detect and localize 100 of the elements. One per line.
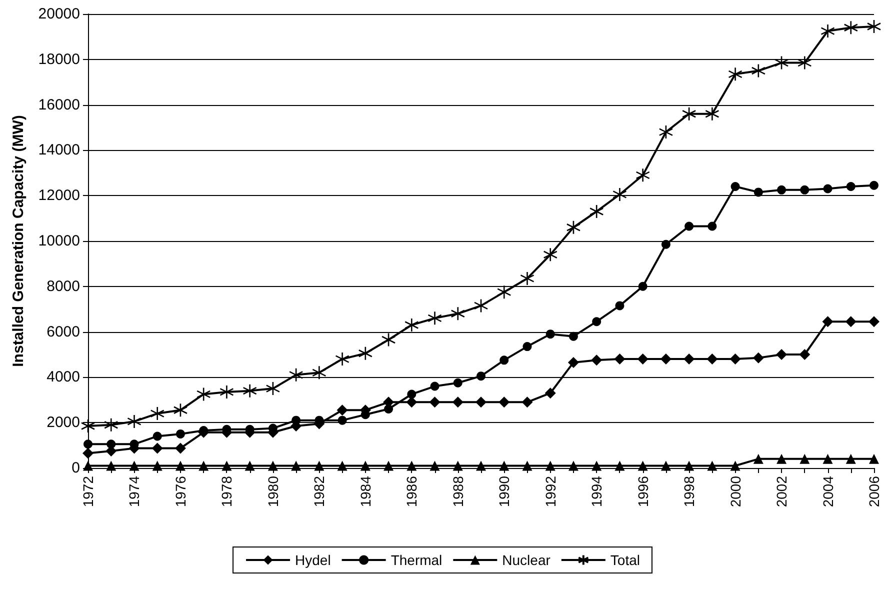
- point: [242, 384, 257, 398]
- legend-label: Total: [610, 552, 640, 568]
- point: [452, 460, 463, 471]
- point: [614, 354, 626, 365]
- point: [822, 316, 834, 328]
- point: [753, 454, 764, 464]
- point: [636, 168, 650, 182]
- point: [751, 64, 766, 78]
- y-tick-label: 2000: [46, 414, 80, 432]
- point: [196, 387, 211, 402]
- point: [820, 24, 835, 38]
- legend-label: Nuclear: [502, 552, 551, 568]
- point: [452, 396, 464, 408]
- point: [314, 460, 324, 471]
- point: [84, 440, 92, 449]
- point: [776, 349, 788, 360]
- point: [500, 356, 509, 365]
- point: [127, 414, 142, 429]
- point: [544, 388, 556, 399]
- point: [844, 20, 858, 35]
- point: [706, 354, 718, 365]
- legend-label: Thermal: [390, 552, 442, 568]
- x-tick-label: 1984: [357, 476, 374, 508]
- point: [173, 402, 188, 418]
- point: [336, 404, 348, 416]
- point: [150, 406, 165, 421]
- point: [612, 187, 627, 202]
- point: [429, 396, 440, 408]
- point: [638, 282, 648, 291]
- point: [244, 460, 255, 471]
- point: [615, 301, 624, 310]
- point: [266, 381, 280, 396]
- point: [799, 349, 810, 360]
- point: [406, 460, 417, 471]
- point: [845, 316, 856, 328]
- x-tick-label: 1982: [311, 476, 328, 508]
- point: [428, 311, 442, 326]
- point: [776, 454, 787, 464]
- point: [684, 222, 694, 231]
- point: [288, 368, 304, 382]
- point: [476, 396, 486, 408]
- point: [591, 354, 602, 366]
- point: [592, 317, 602, 326]
- legend-label: Hydel: [295, 552, 331, 568]
- point: [708, 222, 717, 231]
- point: [568, 356, 579, 368]
- point: [430, 460, 440, 471]
- point: [660, 354, 672, 365]
- point: [730, 354, 741, 365]
- point: [381, 332, 396, 347]
- x-tick-label: 1994: [588, 476, 605, 508]
- point: [522, 460, 532, 471]
- point: [338, 416, 347, 425]
- point: [291, 460, 302, 471]
- point: [152, 432, 162, 441]
- point: [637, 354, 648, 365]
- y-tick-label: 0: [72, 460, 80, 476]
- point: [496, 284, 512, 300]
- point: [404, 318, 419, 332]
- point: [568, 460, 578, 471]
- x-tick-label: 1990: [496, 476, 512, 508]
- point: [661, 240, 670, 249]
- point: [707, 460, 718, 471]
- point: [175, 460, 186, 471]
- point: [82, 448, 94, 459]
- point: [222, 460, 232, 471]
- point: [198, 460, 209, 471]
- point: [312, 366, 326, 380]
- point: [499, 460, 510, 471]
- point: [152, 442, 163, 454]
- point: [407, 390, 416, 399]
- point: [660, 460, 671, 471]
- point: [589, 204, 604, 219]
- point: [104, 418, 118, 432]
- x-tick-label: 1980: [264, 476, 281, 508]
- y-tick-label: 10000: [38, 232, 80, 250]
- point: [730, 182, 740, 192]
- point: [174, 442, 186, 454]
- point: [869, 454, 879, 464]
- y-tick-label: 16000: [38, 96, 80, 114]
- point: [360, 460, 370, 471]
- point: [430, 382, 440, 391]
- point: [728, 67, 742, 82]
- point: [658, 124, 674, 140]
- x-tick-label: 2002: [774, 476, 790, 508]
- point: [543, 247, 558, 262]
- y-tick-label: 20000: [38, 6, 80, 22]
- point: [83, 460, 93, 471]
- point: [822, 454, 833, 464]
- y-tick-label: 14000: [38, 142, 80, 159]
- x-tick-label: 1988: [450, 476, 466, 508]
- point: [106, 440, 116, 449]
- point: [752, 352, 764, 364]
- point: [684, 354, 695, 365]
- point: [545, 460, 556, 471]
- point: [546, 330, 555, 339]
- point: [777, 185, 786, 194]
- y-axis-title: Installed Generation Capacity (MW): [10, 115, 27, 367]
- point: [335, 352, 350, 366]
- x-tick-label: 2000: [727, 476, 744, 508]
